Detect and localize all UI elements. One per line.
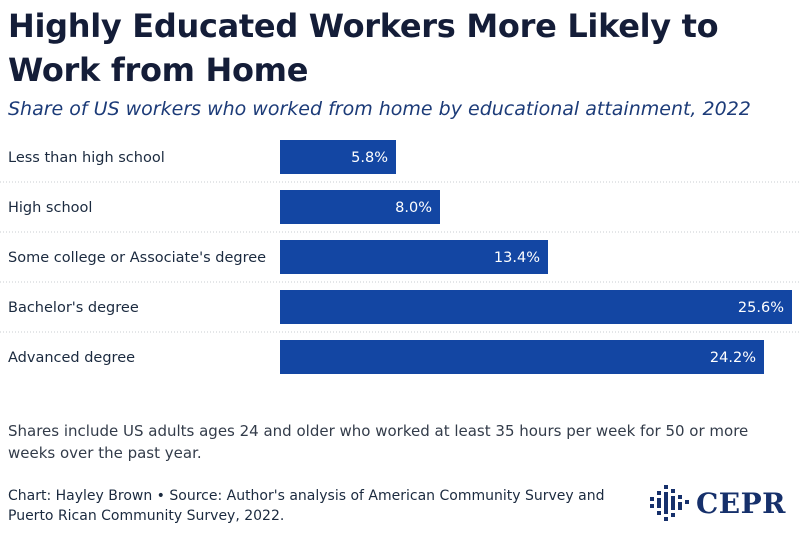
bar (280, 140, 396, 174)
cepr-logo: CEPR (648, 478, 794, 528)
cepr-logo-text: CEPR (696, 486, 786, 520)
bar (280, 290, 792, 324)
bar (280, 340, 764, 374)
data-label: 5.8% (351, 150, 388, 166)
data-label: 13.4% (494, 250, 540, 266)
bar (280, 240, 548, 274)
data-label: 8.0% (395, 200, 432, 216)
category-label: High school (8, 200, 92, 216)
chart-subtitle: Share of US workers who worked from home… (8, 98, 751, 120)
bar (280, 190, 440, 224)
bar-chart: Less than high school 5.8% High school 8.0%… (0, 130, 800, 380)
chart-source: Chart: Hayley Brown • Source: Author's a… (8, 488, 605, 524)
cepr-logo-mark-icon (650, 485, 689, 521)
category-label: Less than high school (8, 150, 165, 166)
chart-title: Highly Educated Workers More Likely to W… (8, 7, 719, 89)
data-label: 25.6% (738, 300, 784, 316)
data-label: 24.2% (710, 350, 756, 366)
category-label: Advanced degree (8, 350, 135, 366)
bar-chart-svg: Less than high school 5.8% High school 8.0%… (0, 140, 800, 374)
category-label: Some college or Associate's degree (8, 250, 266, 266)
chart-note: Shares include US adults ages 24 and old… (8, 422, 749, 462)
category-label: Bachelor's degree (8, 300, 139, 316)
